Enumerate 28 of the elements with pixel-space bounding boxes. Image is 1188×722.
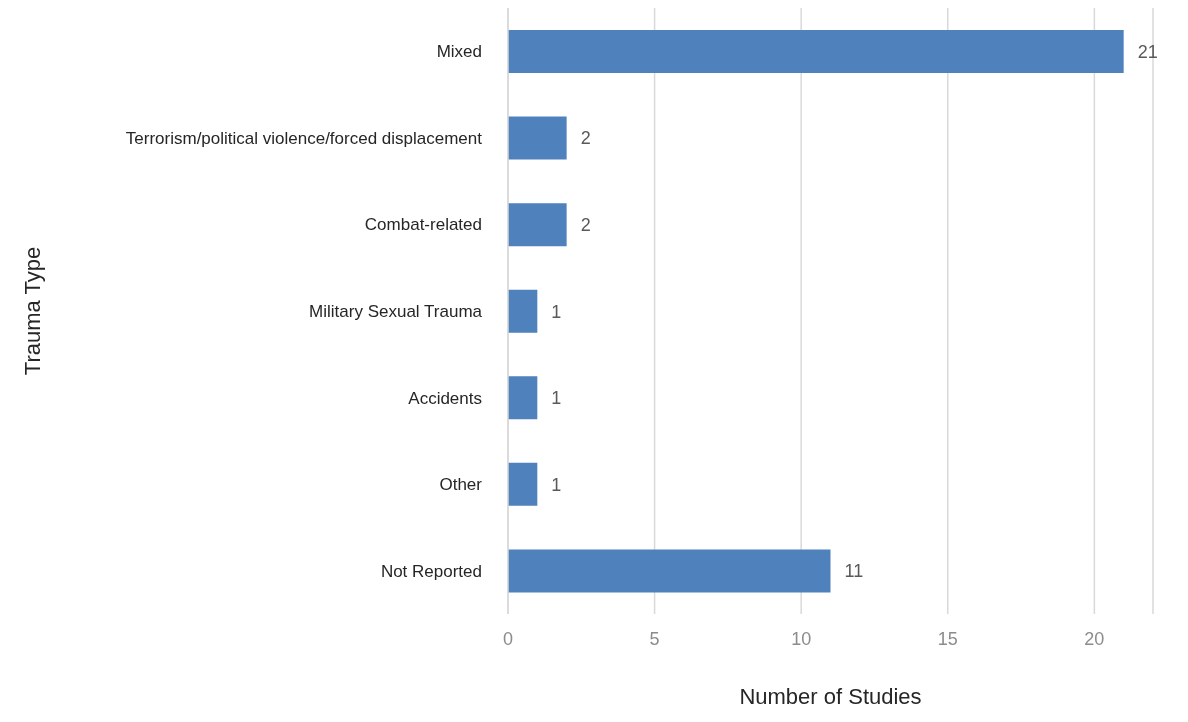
x-tick-label: 0 — [502, 628, 514, 649]
y-tick-label: Accidents — [408, 388, 482, 408]
data-label: 11 — [844, 561, 864, 582]
bar — [508, 30, 1124, 73]
y-tick-label: Other — [439, 475, 483, 495]
x-tick-label: 5 — [649, 628, 660, 649]
x-axis-title: Number of Studies — [739, 684, 922, 709]
data-label: 1 — [551, 474, 562, 495]
data-label: 1 — [551, 388, 562, 409]
data-label: 2 — [580, 128, 591, 149]
x-tick-label: 20 — [1084, 628, 1105, 649]
bar — [508, 289, 538, 333]
data-label: 21 — [1137, 41, 1158, 62]
data-label: 1 — [551, 301, 562, 322]
x-tick-label: 10 — [791, 628, 812, 649]
y-axis-title: Trauma Type — [19, 246, 45, 376]
data-label: 2 — [580, 215, 591, 236]
x-tick-label: 15 — [937, 628, 958, 649]
y-tick-label: Not Reported — [380, 561, 482, 581]
y-tick-label: Combat-related — [364, 215, 482, 235]
bar — [508, 462, 538, 506]
bar — [508, 203, 567, 247]
y-tick-label: Mixed — [436, 42, 482, 62]
y-tick-label: Terrorism/political violence/forced displacement — [125, 128, 483, 148]
y-tick-label: Military Sexual Trauma — [309, 302, 483, 322]
bar — [508, 549, 831, 593]
bar — [508, 116, 567, 160]
bar — [508, 376, 538, 420]
